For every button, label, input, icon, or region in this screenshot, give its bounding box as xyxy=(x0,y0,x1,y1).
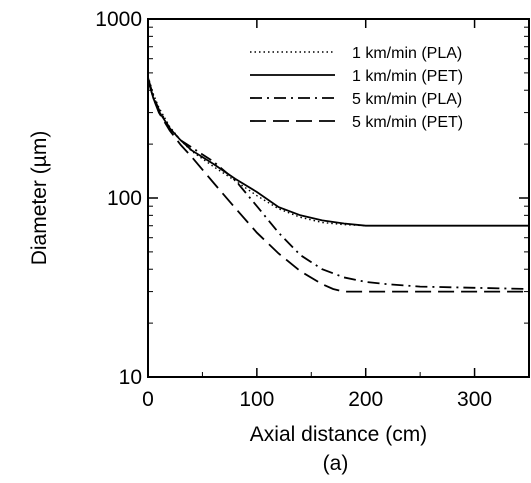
legend-label-1: 1 km/min (PLA) xyxy=(352,45,462,62)
x-tick-label: 100 xyxy=(239,388,274,411)
legend-label-4: 5 km/min (PET) xyxy=(352,114,463,131)
figure-caption: (a) xyxy=(323,452,349,475)
legend: 1 km/min (PLA) 1 km/min (PET) 5 km/min (PL… xyxy=(250,45,463,131)
series-lines xyxy=(147,75,530,293)
x-tick-label: 0 xyxy=(142,388,154,411)
legend-label-3: 5 km/min (PLA) xyxy=(352,91,462,108)
y-axis-label: Diameter (µm) xyxy=(28,131,51,266)
x-tick-label: 300 xyxy=(457,388,492,411)
x-axis-label: Axial distance (cm) xyxy=(250,423,427,446)
legend-label-2: 1 km/min (PET) xyxy=(352,68,463,85)
y-tick-label: 100 xyxy=(107,187,142,210)
axis-ticks xyxy=(147,18,529,378)
plot-area xyxy=(147,18,530,378)
y-tick-label: 1000 xyxy=(95,8,142,31)
series-line-2 xyxy=(147,79,529,227)
series-line-3 xyxy=(147,77,530,290)
x-tick-label: 200 xyxy=(348,388,383,411)
series-line-4 xyxy=(147,79,529,293)
y-tick-label: 10 xyxy=(119,366,142,389)
plot-frame xyxy=(147,18,530,378)
series-line-1 xyxy=(147,75,529,227)
tick-labels: 0 100 200 300 10 100 1000 xyxy=(95,8,492,411)
